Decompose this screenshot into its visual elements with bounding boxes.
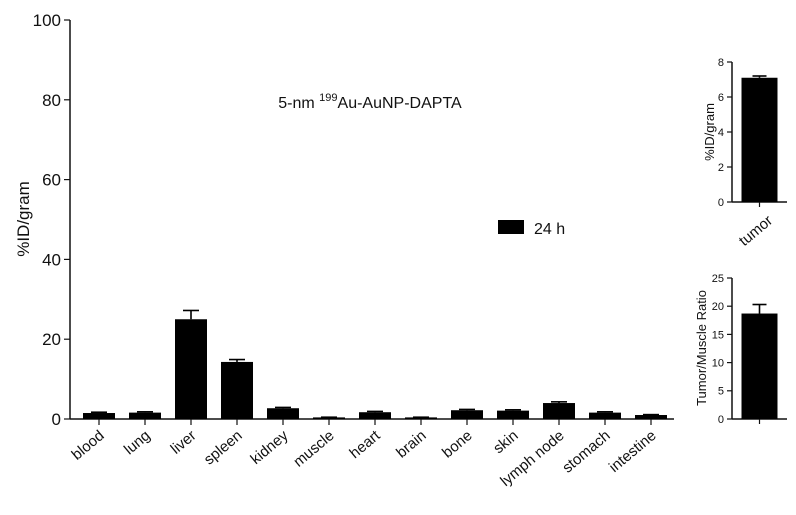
- main-x-tick-label: skin: [490, 427, 521, 457]
- ratio-y-axis-label: Tumor/Muscle Ratio: [694, 290, 709, 406]
- main-bar: [129, 412, 161, 419]
- main-bar: [497, 410, 529, 419]
- main-x-tick-label: blood: [69, 427, 108, 464]
- main-bar: [451, 410, 483, 419]
- tumor-bar: [741, 77, 778, 202]
- main-y-tick-label: 20: [42, 330, 61, 349]
- main-bar: [267, 408, 299, 419]
- ratio-y-tick-label: 25: [712, 273, 724, 285]
- main-bar: [405, 417, 437, 419]
- main-x-tick-label: intestine: [606, 427, 660, 476]
- legend-swatch-24h: [498, 220, 524, 234]
- tumor-y-tick-label: 6: [718, 92, 724, 104]
- tumor-y-tick-label: 4: [718, 127, 724, 139]
- ratio-inset-chart: Tumor/Muscle Ratio 0 5 10 15 20 25: [694, 273, 787, 426]
- main-x-tick-label: bone: [439, 427, 475, 461]
- tumor-inset-chart: %ID/gram 0 2 4 6 8 tumor: [702, 57, 787, 250]
- ratio-y-tick-label: 20: [712, 301, 724, 313]
- main-bar: [589, 412, 621, 419]
- ratio-bar: [741, 313, 778, 419]
- ratio-y-tick-label: 5: [718, 386, 724, 398]
- tumor-y-axis-label: %ID/gram: [702, 103, 717, 161]
- main-y-tick-label: 60: [42, 171, 61, 190]
- main-bar: [635, 415, 667, 419]
- main-x-tick-label: muscle: [290, 427, 337, 471]
- main-title: 5-nm 199Au-AuNP-DAPTA: [278, 92, 462, 112]
- legend-label-24h: 24 h: [534, 221, 565, 238]
- main-legend: 24 h: [498, 220, 565, 238]
- main-bar: [359, 412, 391, 419]
- tumor-y-tick-label: 8: [718, 57, 724, 69]
- main-bar: [313, 417, 345, 419]
- main-x-tick-label: spleen: [201, 427, 246, 468]
- ratio-y-tick-label: 15: [712, 329, 724, 341]
- main-bar: [175, 319, 207, 419]
- main-y-axis-label: %ID/gram: [14, 181, 33, 257]
- main-x-tick-label: stomach: [559, 427, 613, 476]
- main-bar: [543, 403, 575, 419]
- main-y-tick-label: 100: [33, 11, 61, 30]
- main-x-tick-label: brain: [393, 427, 429, 461]
- main-y-tick-label: 80: [42, 91, 61, 110]
- main-bar: [221, 361, 253, 419]
- ratio-y-tick-label: 10: [712, 357, 724, 369]
- main-bar: [83, 413, 115, 419]
- tumor-y-tick-label: 0: [718, 197, 724, 209]
- main-x-tick-label: lung: [121, 427, 154, 458]
- main-y-tick-label: 0: [52, 410, 61, 429]
- main-x-tick-label: kidney: [247, 427, 292, 468]
- main-x-tick-label: liver: [168, 427, 200, 458]
- ratio-y-tick-label: 0: [718, 414, 724, 426]
- main-chart: 5-nm 199Au-AuNP-DAPTA %ID/gram 24 h 0 20 4…: [14, 11, 674, 490]
- main-x-tick-label: heart: [346, 427, 384, 463]
- main-y-tick-label: 40: [42, 250, 61, 269]
- tumor-y-tick-label: 2: [718, 162, 724, 174]
- tumor-x-tick-label: tumor: [736, 212, 776, 250]
